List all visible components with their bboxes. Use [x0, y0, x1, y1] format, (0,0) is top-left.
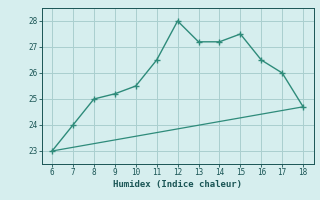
X-axis label: Humidex (Indice chaleur): Humidex (Indice chaleur): [113, 180, 242, 189]
